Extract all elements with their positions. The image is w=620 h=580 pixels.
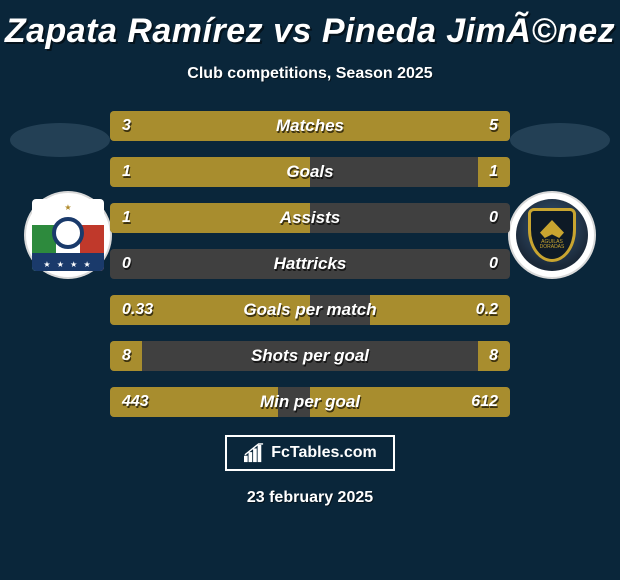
date-label: 23 february 2025 (0, 489, 620, 507)
stat-row: 35Matches (110, 111, 510, 141)
fctables-logo-icon (243, 443, 265, 463)
stat-value-right: 5 (489, 111, 498, 141)
stat-value-right: 0 (489, 249, 498, 279)
team2-badge: AGUILASDORADAS (508, 191, 596, 279)
player2-photo-placeholder (510, 123, 610, 157)
stat-value-right: 0.2 (476, 295, 498, 325)
stat-value-left: 1 (122, 157, 131, 187)
stat-value-right: 1 (489, 157, 498, 187)
stat-value-right: 8 (489, 341, 498, 371)
aguilas-doradas-crest-icon: AGUILASDORADAS (516, 199, 588, 271)
brand-badge[interactable]: FcTables.com (225, 435, 395, 471)
once-caldas-crest-icon: ★ ★ ★ ★ ★ (32, 199, 104, 271)
stat-value-left: 1 (122, 203, 131, 233)
stat-label: Shots per goal (110, 341, 510, 371)
stat-bar-right (260, 111, 510, 141)
stat-value-left: 443 (122, 387, 149, 417)
stat-row: 0 0Hattricks (110, 249, 510, 279)
stat-row: 11Goals (110, 157, 510, 187)
stat-row: 443612Min per goal (110, 387, 510, 417)
team1-badge: ★ ★ ★ ★ ★ (24, 191, 112, 279)
vs-label: vs (273, 12, 312, 50)
stat-value-left: 3 (122, 111, 131, 141)
stat-row: 8 8Shots per goal (110, 341, 510, 371)
player1-name: Zapata Ramírez (5, 12, 263, 50)
stat-row: 0.330.2Goals per match (110, 295, 510, 325)
stat-value-left: 8 (122, 341, 131, 371)
stat-value-right: 612 (471, 387, 498, 417)
brand-text: FcTables.com (271, 444, 377, 462)
stat-value-right: 0 (489, 203, 498, 233)
stat-row: 10Assists (110, 203, 510, 233)
stat-rows: 35Matches11Goals10Assists00Hattricks0.33… (110, 111, 510, 417)
stat-bar-left (110, 157, 310, 187)
stat-bar-left (110, 203, 310, 233)
stat-label: Hattricks (110, 249, 510, 279)
comparison-panel: ★ ★ ★ ★ ★ AGUILASDORADAS 35Matches11Goal… (0, 111, 620, 417)
stat-value-left: 0 (122, 249, 131, 279)
stat-bar-left (110, 111, 260, 141)
player2-name: Pineda JimÃ©nez (322, 12, 615, 50)
player1-photo-placeholder (10, 123, 110, 157)
subtitle: Club competitions, Season 2025 (0, 65, 620, 83)
page-title: Zapata Ramírez vs Pineda JimÃ©nez (0, 0, 620, 51)
stat-value-left: 0.33 (122, 295, 153, 325)
